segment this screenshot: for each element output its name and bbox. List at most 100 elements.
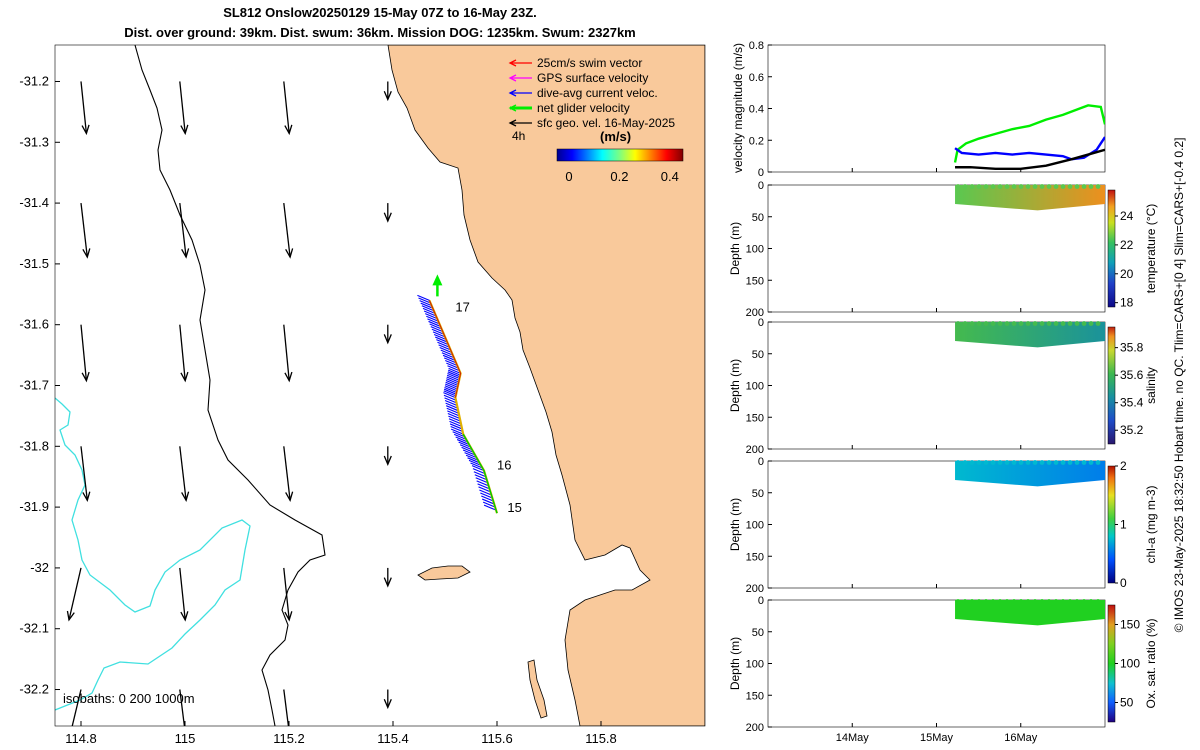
section-ytick-label: 50 [752,349,764,361]
time-tick-label: 16May [1004,732,1038,744]
dive-avg-current-vector [444,397,457,404]
dive-avg-current-vector [443,392,456,399]
section-sample-dot [1032,599,1038,604]
dive-avg-current-vector [472,468,486,475]
surface-vector-head [383,334,392,345]
map-xtick-label: 115.4 [377,731,409,746]
speed-colorbar-tick: 0.2 [610,169,628,184]
section-colorbar-tick-label: 50 [1120,696,1134,710]
section-sample-dot [1060,460,1066,465]
dive-avg-current-vector [473,471,487,478]
dive-avg-current-vector [431,328,445,335]
section-ytick-label: 200 [746,722,764,734]
dive-avg-current-vector [446,362,459,369]
section-sample-dot [1025,599,1031,604]
dive-avg-current-vector [445,360,458,367]
surface-vector [80,203,88,258]
surface-vector [283,567,290,620]
surface-vector [283,203,291,258]
section-sample-dot [1060,184,1066,189]
isobaths-label: isobaths: 0 200 1000m [63,691,195,706]
section-sample-dot [962,321,968,326]
section-sample-dot [1039,599,1045,604]
section-colorbar-tick-label: 1 [1120,518,1127,532]
dive-avg-current-vector [432,331,446,338]
section-sample-dot [1095,599,1101,604]
section-data-patch [955,185,1105,211]
dive-avg-current-vector [467,457,480,464]
section-sample-dot [1039,321,1045,326]
section-sample-dot [1088,184,1094,189]
section-colorbar-tick-label: 18 [1120,296,1134,310]
dive-avg-current-vector [450,426,463,433]
dive-avg-current-vector [458,441,471,448]
surface-vector-head [284,371,293,383]
section-sample-dot [1067,321,1073,326]
section-sample-dot [1074,321,1080,326]
dive-avg-current-vector [447,365,460,372]
surface-vector-head [180,371,189,383]
section-sample-dot [1004,184,1010,189]
colorbar-units: (m/s) [600,129,631,144]
dive-avg-current-vector [445,405,459,412]
dive-avg-current-vector [446,374,460,381]
dive-avg-current-vector [443,357,457,364]
dive-avg-current-vector [435,336,448,343]
dive-avg-current-vector [461,446,474,453]
dive-avg-current-vector [446,407,459,414]
dive-avg-current-vector [444,399,458,406]
surface-vector [283,689,290,726]
section-sample-dot [955,460,961,465]
dive-avg-current-vector [436,339,449,346]
section-panel-temperature-section: 0 50 100 150 200 Depth (m) 18 20 22 24 temperature… [728,180,1158,319]
section-sample-dot [1011,460,1017,465]
dive-avg-current-vector [422,307,436,314]
dive-avg-current-vector [427,318,440,325]
section-ylabel: Depth (m) [728,637,742,690]
footer-credit: © IMOS 23-May-2025 18:32:50 Hobart time.… [1172,138,1186,633]
surface-vector-head [383,90,392,102]
surface-vector [283,446,291,501]
section-colorbar [1107,604,1116,723]
dive-avg-current-vector [443,390,456,397]
section-sample-dot [990,460,996,465]
legend-swatch-head [508,59,517,67]
surface-vector-head [81,124,90,136]
dive-avg-current-vector [481,495,494,502]
surface-vector [179,567,186,620]
surface-vector [179,203,187,258]
isobath-200-line [134,45,326,726]
map-island [417,565,471,581]
map-ytick-label: -31.3 [19,134,49,149]
map-title-line2: Dist. over ground: 39km. Dist. swum: 36k… [124,25,636,40]
section-ytick-label: 100 [746,381,764,393]
section-panel-oxygen-section: 0 50 100 150 200 Depth (m) 50 100 150 Ox. sat. ra… [728,595,1158,734]
section-colorbar-tick-label: 24 [1120,209,1134,223]
dive-avg-current-vector [455,436,468,443]
dive-avg-current-vector [423,310,437,317]
section-panel-chla-section: 0 50 100 150 200 Depth (m) 0 1 2 chl-a (mg m-3) [728,456,1158,595]
velocity-ytick-label: 0 [758,167,764,179]
section-sample-dot [1046,599,1052,604]
section-sample-dot [1088,321,1094,326]
section-sample-dot [990,321,996,326]
surface-vector-head [383,577,392,588]
section-sample-dot [1081,321,1087,326]
map-panel: 17 16 15 114.8 115 115.2 115.4 115.6 115.8 -31.2… [19,44,706,746]
section-sample-dot [1081,460,1087,465]
surface-vector-head [284,124,293,136]
section-sample-dot [1074,599,1080,604]
section-sample-dot [997,321,1003,326]
surface-vector [283,324,290,381]
dive-avg-current-vector [480,492,493,499]
velocity-panel: 0 0.2 0.4 0.6 0.8 velocity magnitude (m/s) [731,40,1106,179]
dive-avg-current-vector [447,410,460,417]
section-sample-dot [1095,184,1101,189]
dive-avg-current-vector [474,474,487,481]
velocity-series [953,104,1105,171]
surface-vector-head [181,248,190,259]
section-sample-dot [969,460,975,465]
section-colorbar-tick-label: 35.2 [1120,423,1144,437]
